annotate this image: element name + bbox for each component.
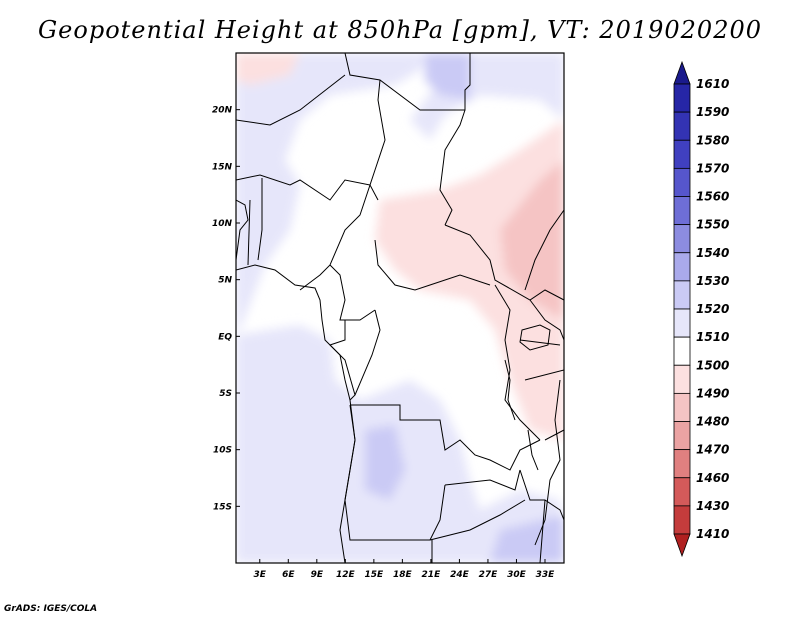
colorbar-label: 1550 [696, 218, 729, 232]
colorbar-label: 1570 [696, 161, 729, 175]
x-tick-label: 9E [311, 570, 324, 580]
border-sudan-east [524, 209, 564, 291]
coast-east-africa [534, 379, 561, 546]
map-field [236, 53, 564, 563]
colorbar-label: 1430 [696, 499, 729, 513]
colorbar-label: 1500 [696, 358, 729, 372]
border-drc-east [494, 284, 541, 441]
shade-1530-angola [365, 425, 405, 500]
colorbar-label: 1580 [696, 133, 729, 147]
country-borders [236, 53, 564, 563]
shade-1490-core [500, 160, 564, 320]
border-drc-west [354, 309, 381, 396]
border-zimbabwe-moz [519, 469, 564, 563]
colorbar: 1610 1590 1580 1570 1560 1550 1540 1530 1520 1510… [673, 60, 729, 558]
colorbar-label: 1560 [696, 190, 729, 204]
x-tick-label: 21E [422, 570, 442, 580]
border-namibia-botswana [429, 499, 526, 563]
border-cameroon [329, 264, 376, 321]
border-chad-sudan [439, 109, 466, 226]
y-axis: 20N 15N 10N 5N EQ 5S 10S 15S [212, 106, 240, 512]
border-uganda-kenya [519, 299, 564, 346]
colorbar-swatch [673, 421, 691, 451]
shade-1530-southeast [490, 515, 564, 563]
colorbar-swatch [673, 111, 691, 141]
contour-fill [236, 53, 564, 563]
colorbar-label: 1520 [696, 302, 729, 316]
x-axis: 3E 6E 9E 12E 15E 18E 21E 24E 27E 30E 33E [254, 559, 556, 580]
colorbar-swatch [673, 280, 691, 310]
colorbar-swatch [673, 167, 691, 197]
y-tick-label: 5S [219, 389, 232, 399]
colorbar-label: 1590 [696, 105, 729, 119]
colorbar-label: 1480 [696, 415, 729, 429]
colorbar-label: 1410 [696, 527, 729, 541]
colorbar-swatch [673, 477, 691, 507]
map-frame [235, 52, 565, 564]
x-tick-label: 33E [536, 570, 556, 580]
y-tick-label: 10N [212, 219, 233, 229]
y-tick-label: 10S [213, 446, 232, 456]
border-sudan-south [444, 224, 564, 301]
y-tick-label: 20N [212, 106, 233, 116]
colorbar-swatch [673, 449, 691, 479]
y-tick-label: 15S [213, 502, 232, 512]
x-tick-label: 6E [282, 570, 295, 580]
x-tick-label: 27E [479, 570, 499, 580]
border-zambia [444, 469, 521, 491]
lake-malawi [527, 429, 539, 471]
border-car [374, 239, 491, 291]
border-niger-chad [369, 79, 386, 201]
x-tick-label: 24E [450, 570, 470, 580]
y-tick-label: EQ [218, 332, 232, 342]
x-tick-label: 15E [365, 570, 385, 580]
colorbar-label: 1490 [696, 386, 729, 400]
border-libya-chad [344, 53, 471, 111]
border-algeria-niger [236, 74, 346, 126]
border-benin-togo [247, 178, 263, 266]
colorbar-swatch [673, 336, 691, 366]
border-nigeria [236, 174, 371, 291]
coast-guinea [236, 199, 249, 261]
x-tick-label: 18E [393, 570, 413, 580]
colorbar-top-arrow [673, 60, 691, 85]
lake-victoria [519, 324, 551, 351]
colorbar-swatch [673, 505, 691, 535]
shade-1500-northwest [236, 53, 300, 85]
colorbar-label: 1610 [696, 77, 729, 91]
border-drc-south [350, 404, 541, 471]
colorbar-swatch [673, 252, 691, 282]
colorbar-label: 1470 [696, 443, 729, 457]
x-tick-label: 12E [336, 570, 356, 580]
colorbar-swatch [673, 364, 691, 394]
shade-1500-central [375, 120, 564, 440]
border-tanzania [524, 369, 564, 441]
x-tick-label: 3E [254, 570, 267, 580]
coast-west-africa [236, 264, 356, 563]
colorbar-swatch [673, 139, 691, 169]
colorbar-swatch [673, 308, 691, 338]
colorbar-label: 1510 [696, 330, 729, 344]
colorbar-label: 1530 [696, 274, 729, 288]
colorbar-swatch [673, 83, 691, 113]
colorbar-swatch [673, 224, 691, 254]
shade-1530-north [425, 53, 470, 100]
footer-credit: GrADS: IGES/COLA [4, 604, 98, 614]
colorbar-swatch [673, 392, 691, 422]
colorbar-label: 1540 [696, 246, 729, 260]
y-tick-label: 15N [212, 162, 233, 172]
colorbar-swatch [673, 196, 691, 226]
x-tick-label: 30E [507, 570, 527, 580]
shade-1520-west [236, 53, 430, 335]
shade-1520-ocean [236, 325, 564, 563]
y-tick-label: 5N [218, 276, 232, 286]
lake-tanganyika [504, 359, 516, 421]
colorbar-label: 1460 [696, 471, 729, 485]
chart-title: Geopotential Height at 850hPa [gpm], VT:… [38, 16, 762, 44]
colorbar-bottom-arrow [673, 533, 691, 558]
